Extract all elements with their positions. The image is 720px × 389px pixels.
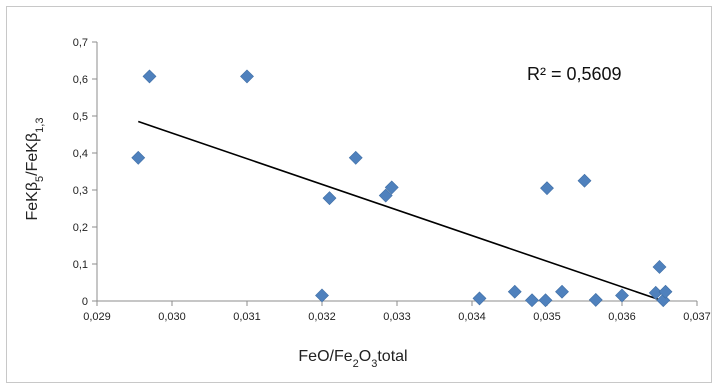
data-point: [658, 284, 673, 299]
x-tick-label: 0,037: [683, 311, 711, 323]
y-axis-title: FeKβ5/FeKβ1,3: [24, 118, 46, 221]
y-tick-label: 0,2: [73, 222, 88, 234]
data-point: [131, 150, 146, 165]
tick-labels: 0 0,1 0,2 0,3 0,4 0,5 0,6 0,7 0,029 0,030 0,031 0,0…: [73, 37, 711, 323]
x-tick-label: 0,032: [308, 311, 336, 323]
x-tick-label: 0,034: [458, 311, 486, 323]
data-point: [615, 288, 629, 303]
data-point: [525, 293, 539, 308]
x-tick-label: 0,036: [608, 311, 636, 323]
y-tick-label: 0: [82, 296, 88, 308]
x-tick-label: 0,035: [533, 311, 561, 323]
scatter-chart: 0 0,1 0,2 0,3 0,4 0,5 0,6 0,7 0,029 0,030 0,031 0,0…: [24, 37, 711, 370]
r-squared-annotation: R² = 0,5609: [527, 64, 622, 84]
x-tick-label: 0,030: [158, 311, 186, 323]
trendline: [137, 120, 664, 302]
y-tick-label: 0,1: [73, 259, 88, 271]
data-point: [555, 284, 569, 299]
data-point: [322, 191, 337, 206]
x-tick-label: 0,029: [83, 311, 111, 323]
data-point: [472, 291, 487, 306]
data-point: [384, 180, 399, 195]
x-tick-label: 0,031: [233, 311, 261, 323]
data-point: [588, 292, 603, 307]
chart-frame: 0 0,1 0,2 0,3 0,4 0,5 0,6 0,7 0,029 0,030 0,031 0,0…: [6, 6, 712, 383]
data-point: [577, 173, 592, 188]
y-tick-label: 0,4: [73, 148, 88, 160]
data-point: [240, 69, 254, 84]
data-point: [538, 293, 553, 308]
data-point: [315, 288, 329, 303]
data-point: [652, 260, 667, 274]
y-tick-label: 0,5: [73, 111, 88, 123]
x-tick-label: 0,033: [383, 311, 411, 323]
y-tick-label: 0,6: [73, 74, 88, 86]
data-point: [348, 150, 363, 165]
data-points: [131, 69, 673, 308]
data-point: [142, 69, 157, 84]
y-tick-label: 0,3: [73, 185, 88, 197]
data-point: [378, 188, 393, 203]
y-tick-label: 0,7: [73, 37, 88, 49]
data-point: [540, 181, 554, 196]
data-point: [507, 284, 522, 299]
x-axis-title: FeO/Fe2O3total: [298, 348, 407, 370]
